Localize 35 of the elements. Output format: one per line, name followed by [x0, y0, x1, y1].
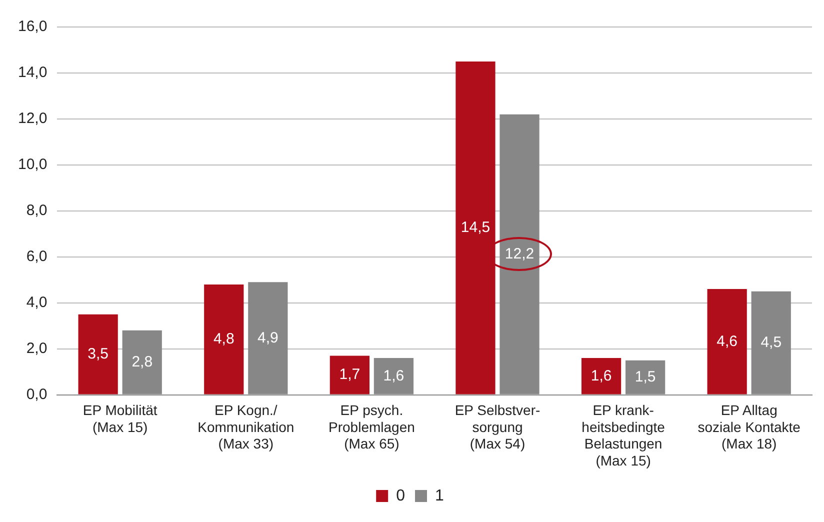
- bar: [456, 61, 496, 394]
- x-tick-label: EP Kogn./ Kommunikation (Max 33): [198, 402, 294, 452]
- y-tick-label: 16,0: [18, 18, 48, 36]
- x-tick-label: EP psych. Problemlagen (Max 65): [328, 402, 415, 452]
- data-label: 3,5: [88, 345, 109, 362]
- x-tick-label: EP Selbstver- sorgung (Max 54): [454, 402, 540, 452]
- data-label: 12,2: [504, 245, 534, 262]
- data-label: 4,8: [213, 330, 234, 348]
- data-label: 4,9: [257, 329, 278, 346]
- data-label: 4,5: [760, 334, 782, 351]
- legend-label: 0: [396, 487, 406, 504]
- y-tick-label: 0,0: [26, 386, 48, 403]
- bar: [330, 356, 370, 394]
- data-label: 2,8: [132, 354, 153, 371]
- x-tick-label: EP Alltag soziale Kontakte (Max 18): [698, 402, 801, 452]
- y-tick-label: 2,0: [26, 340, 48, 357]
- y-tick-label: 6,0: [26, 248, 48, 266]
- data-label: 1,6: [383, 367, 404, 384]
- y-tick-label: 12,0: [18, 110, 48, 128]
- bar: [78, 314, 118, 394]
- data-label: 4,6: [716, 332, 738, 350]
- y-tick-label: 8,0: [26, 202, 48, 220]
- y-tick-label: 10,0: [18, 156, 48, 174]
- legend-label: 1: [435, 487, 444, 504]
- bar: [707, 289, 747, 394]
- bar: [581, 358, 622, 394]
- bar: [204, 284, 244, 394]
- data-label: 1,5: [634, 368, 656, 386]
- x-tick-label: EP krank- heitsbedingte Belastungen (Max 15): [582, 402, 666, 468]
- x-tick-label: EP Mobilität (Max 15): [82, 402, 158, 435]
- data-label: 14,5: [460, 219, 490, 236]
- y-tick-label: 14,0: [18, 64, 48, 82]
- data-label: 1,7: [339, 366, 360, 384]
- data-label: 1,6: [590, 367, 612, 384]
- y-tick-label: 4,0: [26, 294, 48, 311]
